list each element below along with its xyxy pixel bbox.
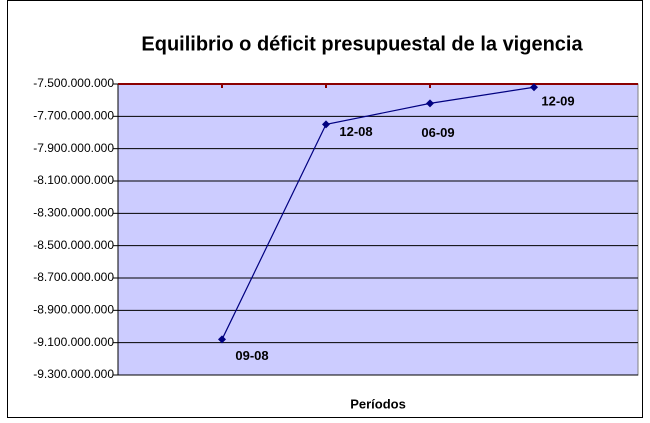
data-label: 12-09 xyxy=(541,94,574,109)
y-tick-label: -8.300.000.000 xyxy=(33,206,114,220)
data-point xyxy=(530,83,538,92)
y-tick-label: -9.100.000.000 xyxy=(33,335,114,349)
data-point xyxy=(322,120,330,129)
data-point xyxy=(218,335,226,344)
data-line xyxy=(221,86,535,340)
y-tick-label: -8.900.000.000 xyxy=(33,303,114,317)
y-tick-label: -7.900.000.000 xyxy=(33,141,114,155)
y-tick-label: -9.300.000.000 xyxy=(33,367,114,381)
x-axis-title: Períodos xyxy=(350,396,406,411)
data-label: 06-09 xyxy=(421,125,454,140)
y-tick-label: -8.500.000.000 xyxy=(33,238,114,252)
plot-area xyxy=(117,83,639,376)
y-tick-label: -7.500.000.000 xyxy=(33,76,114,90)
data-label: 09-08 xyxy=(235,348,268,363)
y-tick-label: -8.700.000.000 xyxy=(33,270,114,284)
y-tick-label: -7.700.000.000 xyxy=(33,109,114,123)
chart-title: Equilibrio o déficit presupuestal de la … xyxy=(141,33,583,55)
data-point xyxy=(426,99,434,108)
data-label: 12-08 xyxy=(339,124,372,139)
y-tick-label: -8.100.000.000 xyxy=(33,173,114,187)
